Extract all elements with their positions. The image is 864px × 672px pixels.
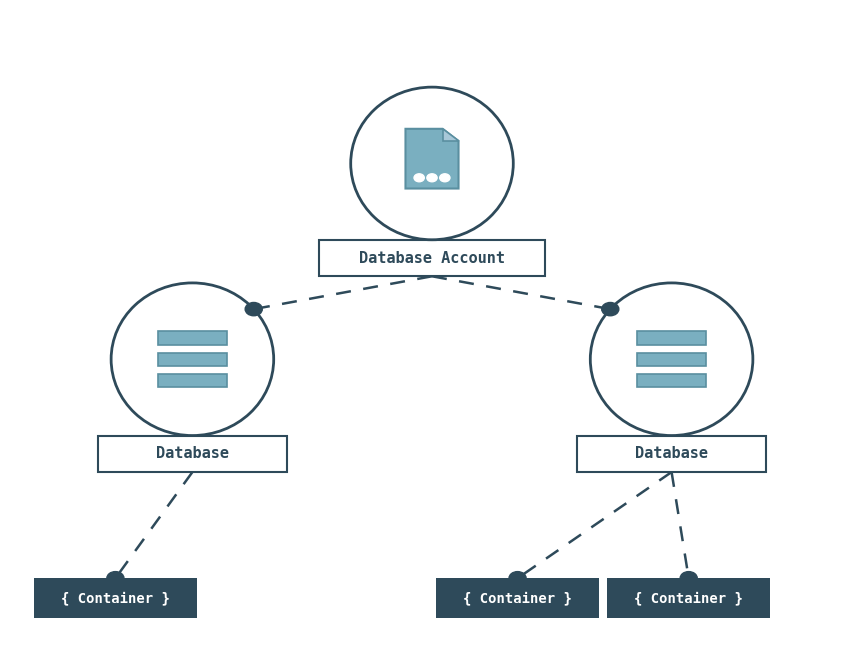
FancyBboxPatch shape (638, 353, 706, 366)
FancyBboxPatch shape (607, 578, 770, 618)
FancyBboxPatch shape (158, 374, 226, 387)
Circle shape (414, 174, 424, 181)
FancyBboxPatch shape (638, 331, 706, 345)
Text: Database: Database (635, 446, 708, 461)
Ellipse shape (590, 283, 753, 435)
Circle shape (245, 302, 263, 316)
Polygon shape (442, 129, 459, 141)
FancyBboxPatch shape (577, 435, 766, 472)
Text: { Container }: { Container } (463, 591, 572, 605)
Circle shape (440, 174, 450, 181)
FancyBboxPatch shape (158, 353, 226, 366)
Text: { Container }: { Container } (61, 591, 170, 605)
Circle shape (427, 174, 437, 181)
FancyBboxPatch shape (638, 374, 706, 387)
Ellipse shape (111, 283, 274, 435)
FancyBboxPatch shape (436, 578, 599, 618)
Ellipse shape (351, 87, 513, 240)
Polygon shape (405, 129, 459, 189)
Text: Database Account: Database Account (359, 251, 505, 265)
Circle shape (680, 572, 697, 585)
FancyBboxPatch shape (98, 435, 287, 472)
Text: { Container }: { Container } (634, 591, 743, 605)
Circle shape (601, 302, 619, 316)
Text: Database: Database (156, 446, 229, 461)
Circle shape (107, 572, 124, 585)
FancyBboxPatch shape (319, 240, 545, 276)
FancyBboxPatch shape (158, 331, 226, 345)
FancyBboxPatch shape (34, 578, 197, 618)
Circle shape (509, 572, 526, 585)
